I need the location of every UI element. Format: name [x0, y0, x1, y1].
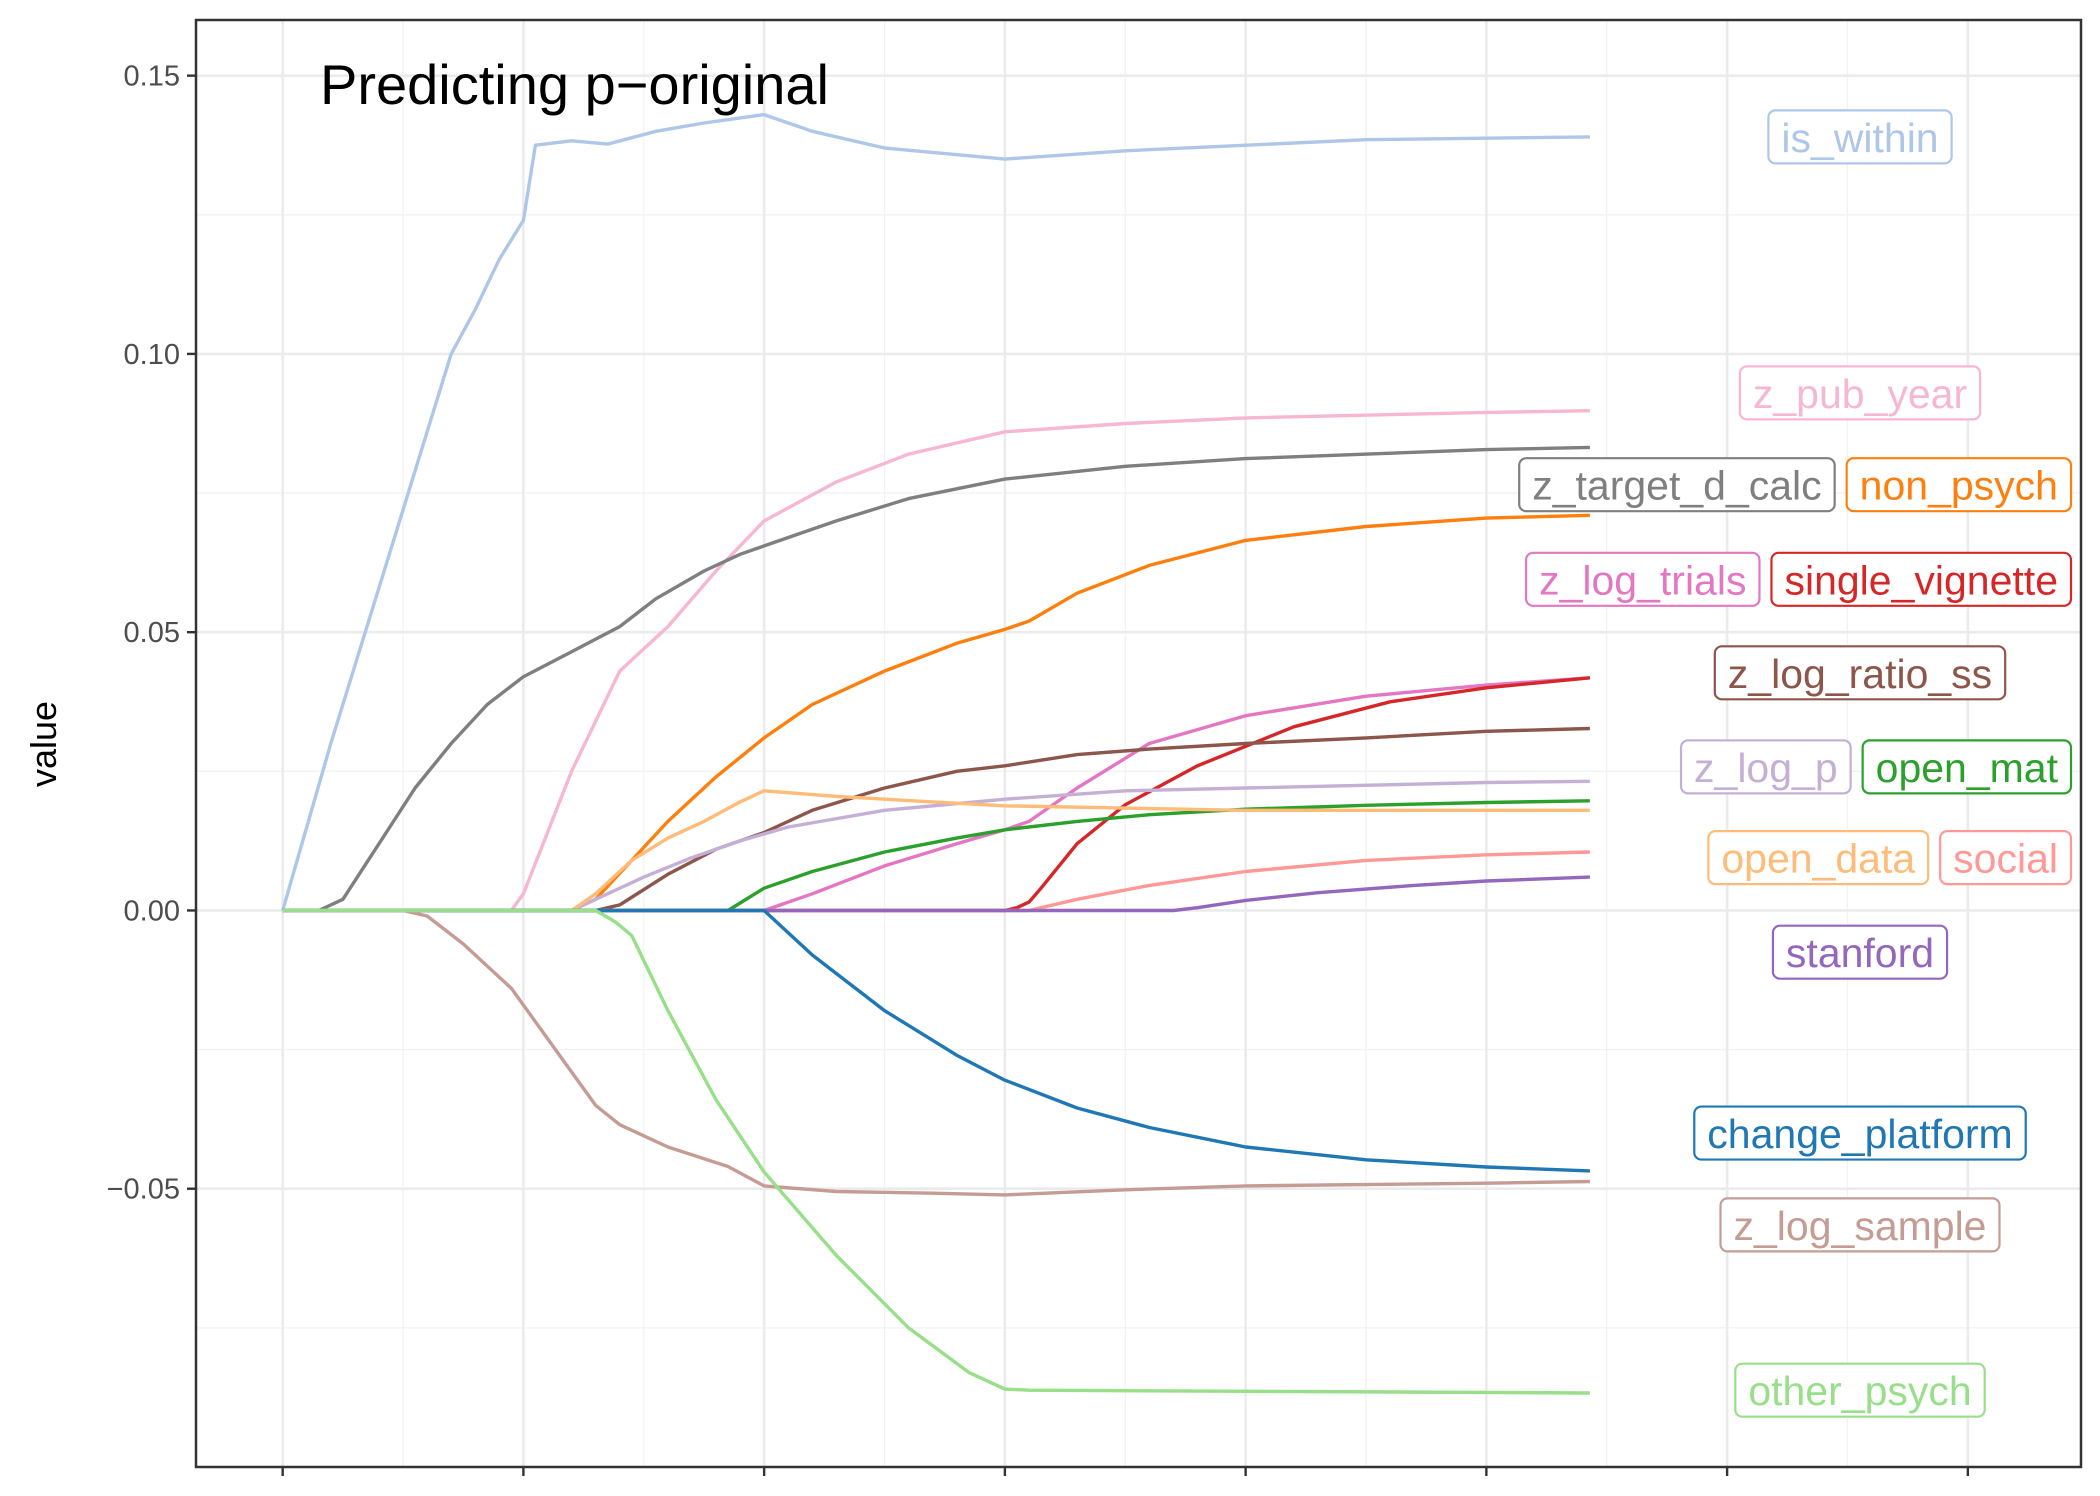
- series-labels: is_within z_pub_year z_target_d_calc non_ps…: [1518, 109, 2073, 1418]
- series-label-box: [1767, 109, 1953, 165]
- series-label-text: z_target_d_calc: [1532, 463, 1821, 509]
- series-label-stanford: stanford: [1771, 924, 1949, 980]
- series-label-text: z_log_trials: [1539, 557, 1746, 603]
- y-tick-label: −0.05: [107, 1174, 180, 1206]
- x-axis-ticks: [281, 1467, 1970, 1476]
- series-label-text: change_platform: [1707, 1111, 2012, 1157]
- series-label-box: [1707, 829, 1930, 886]
- series-label-box: [1738, 365, 1982, 421]
- series-label-text: single_vignette: [1784, 557, 2058, 603]
- series-label-z_pub_year: z_pub_year: [1738, 365, 1982, 421]
- series-label-z_target_d_calc: z_target_d_calc: [1518, 457, 1836, 513]
- series-line-social: [282, 850, 1590, 913]
- y-tick-label: 0.10: [124, 339, 180, 371]
- series-label-box: [1518, 457, 1836, 513]
- series-label-change_platform: change_platform: [1693, 1105, 2027, 1161]
- chart-title: Predicting p−original: [320, 53, 829, 116]
- series-label-single_vignette: single_vignette: [1770, 551, 2073, 607]
- series-line-z_log_ratio_ss: [282, 726, 1590, 913]
- series-label-box: [1861, 739, 2073, 795]
- series-line-z_target_d_calc: [282, 445, 1590, 913]
- series-label-text: stanford: [1786, 930, 1934, 976]
- series-label-other_psych: other_psych: [1734, 1362, 1986, 1418]
- series-line-change_platform: [282, 908, 1590, 1173]
- y-tick-label: 0.00: [124, 895, 180, 927]
- series-line-z_pub_year: [282, 409, 1590, 913]
- y-axis-title: value: [23, 701, 64, 787]
- series-label-text: non_psych: [1860, 463, 2058, 509]
- series-label-open_mat: open_mat: [1861, 739, 2073, 795]
- series-label-text: z_pub_year: [1753, 371, 1967, 417]
- series-label-z_log_trials: z_log_trials: [1524, 551, 1761, 607]
- series-label-text: social: [1953, 836, 2058, 882]
- series-line-single_vignette: [282, 676, 1591, 913]
- series-label-text: is_within: [1781, 115, 1938, 161]
- series-label-text: other_psych: [1748, 1368, 1971, 1414]
- series-label-box: [1771, 924, 1949, 980]
- series-lines: [281, 112, 1591, 1395]
- series-line-stanford: [282, 875, 1590, 913]
- series-label-open_data: open_data: [1707, 829, 1930, 886]
- y-axis-ticks: −0.05 0.00 0.05 0.10 0.15: [107, 61, 196, 1206]
- series-line-other_psych: [282, 908, 1590, 1395]
- series-label-is_within: is_within: [1767, 109, 1953, 165]
- series-line-is_within: [281, 112, 1590, 911]
- series-label-box: [1693, 1105, 2027, 1161]
- series-label-box: [1845, 457, 2073, 513]
- series-line-open_mat: [282, 799, 1590, 913]
- series-label-box: [1734, 1362, 1986, 1418]
- series-label-box: [1939, 829, 2073, 886]
- series-label-text: z_log_sample: [1734, 1203, 1987, 1249]
- plot-panel-border: [194, 18, 2083, 1469]
- series-label-text: z_log_p: [1694, 745, 1838, 791]
- series-label-text: open_mat: [1876, 745, 2059, 791]
- series-label-non_psych: non_psych: [1845, 457, 2073, 513]
- series-line-open_data: [282, 789, 1590, 913]
- series-label-box: [1770, 551, 2073, 607]
- series-label-box: [1524, 551, 1761, 607]
- series-line-z_log_trials: [282, 676, 1591, 913]
- series-label-social: social: [1939, 829, 2073, 886]
- series-label-box: [1713, 645, 2007, 701]
- series-label-text: z_log_ratio_ss: [1728, 651, 1992, 697]
- series-line-z_log_p: [282, 779, 1590, 913]
- series-label-z_log_ratio_ss: z_log_ratio_ss: [1713, 645, 2007, 701]
- series-label-z_log_p: z_log_p: [1679, 739, 1852, 795]
- series-label-z_log_sample: z_log_sample: [1719, 1197, 2001, 1253]
- series-label-box: [1679, 739, 1852, 795]
- y-tick-label: 0.05: [124, 617, 180, 649]
- series-label-box: [1719, 1197, 2001, 1253]
- series-label-text: open_data: [1721, 836, 1915, 882]
- y-tick-label: 0.15: [124, 61, 180, 93]
- series-line-z_log_sample: [282, 908, 1590, 1197]
